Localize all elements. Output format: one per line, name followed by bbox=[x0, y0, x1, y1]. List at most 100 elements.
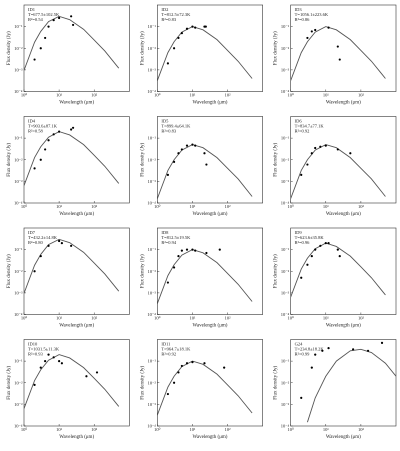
x-axis-label: Wavelength (μm) bbox=[193, 101, 228, 106]
x-tick-label: 10⁰ bbox=[154, 93, 161, 98]
data-point bbox=[177, 255, 180, 258]
x-axis-label: Wavelength (μm) bbox=[193, 435, 228, 440]
x-tick-label: 10² bbox=[91, 204, 98, 209]
data-point bbox=[166, 173, 170, 176]
data-point bbox=[172, 381, 176, 384]
data-point bbox=[300, 396, 303, 399]
x-tick-label: 10¹ bbox=[190, 427, 197, 432]
plot-data bbox=[290, 242, 386, 298]
x-axis-label: Wavelength (μm) bbox=[326, 101, 361, 106]
y-axis-label: Flux density (Jy) bbox=[140, 254, 145, 288]
y-axis-label: Flux density (Jy) bbox=[140, 365, 145, 399]
data-point bbox=[194, 144, 197, 147]
data-point bbox=[177, 152, 180, 155]
y-tick-label: 10⁻¹ bbox=[14, 136, 23, 141]
data-point bbox=[33, 270, 36, 273]
data-point bbox=[52, 133, 55, 136]
y-tick-label: 10⁻³ bbox=[148, 402, 157, 407]
x-tick-label: 10⁰ bbox=[154, 427, 161, 432]
data-point bbox=[58, 130, 61, 133]
x-tick-label: 10⁰ bbox=[154, 316, 161, 321]
plot-data bbox=[24, 353, 120, 409]
y-tick-label: 10⁻³ bbox=[14, 179, 23, 184]
x-tick-label: 10⁰ bbox=[21, 316, 28, 321]
x-tick-label: 10¹ bbox=[56, 316, 63, 321]
y-tick-label: 10⁻¹ bbox=[281, 247, 290, 252]
panel: 10⁰ 10¹ 10² 10⁻⁴ 10⁻³ 10⁻² 10⁻¹ Wavelength (μm)… bbox=[7, 339, 130, 440]
plot-data bbox=[290, 144, 386, 199]
panel-title: ID8 bbox=[161, 230, 169, 235]
data-point bbox=[338, 255, 341, 258]
x-tick-label: 10² bbox=[225, 316, 232, 321]
y-tick-label: 10⁻⁴ bbox=[147, 89, 156, 94]
panel-title: ID4 bbox=[28, 119, 36, 124]
x-tick-label: 10¹ bbox=[323, 427, 330, 432]
y-tick-label: 10⁻³ bbox=[148, 179, 157, 184]
y-tick-label: 10⁻⁴ bbox=[281, 424, 290, 429]
fit-curve bbox=[24, 15, 120, 71]
panel: 10⁰ 10¹ 10² 10⁻⁴ 10⁻³ 10⁻² 10⁻¹ Wavelength (μm)… bbox=[140, 116, 263, 217]
data-point bbox=[327, 242, 330, 245]
data-point bbox=[324, 144, 327, 147]
x-axis-label: Wavelength (μm) bbox=[59, 435, 94, 440]
y-tick-label: 10⁻¹ bbox=[148, 359, 157, 364]
y-tick-label: 10⁻¹ bbox=[148, 136, 157, 141]
fit-curve bbox=[24, 354, 120, 409]
y-axis-label: Flux density (Jy) bbox=[274, 365, 279, 399]
y-axis-label: Flux density (Jy) bbox=[7, 31, 12, 65]
x-tick-label: 10⁰ bbox=[288, 93, 295, 98]
y-tick-label: 10⁻² bbox=[148, 269, 157, 274]
y-tick-label: 10⁻¹ bbox=[281, 136, 290, 141]
x-tick-label: 10¹ bbox=[56, 204, 63, 209]
y-axis-label: Flux density (Jy) bbox=[7, 254, 12, 288]
x-tick-label: 10¹ bbox=[190, 316, 197, 321]
panel-temperature: T=234.8±18.2K bbox=[295, 347, 325, 352]
y-tick-label: 10⁻⁴ bbox=[281, 201, 290, 206]
y-tick-label: 10⁻¹ bbox=[14, 24, 23, 29]
panel: 10⁰ 10¹ 10² 10⁻⁴ 10⁻³ 10⁻² 10⁻¹ Wavelength (μm)… bbox=[7, 227, 130, 329]
data-point bbox=[172, 160, 176, 163]
panel-r2: R²=0.83 bbox=[161, 17, 177, 22]
y-tick-label: 10⁻⁴ bbox=[147, 312, 156, 317]
y-axis-label: Flux density (Jy) bbox=[140, 142, 145, 176]
data-point bbox=[310, 366, 313, 369]
data-point bbox=[194, 26, 197, 29]
y-tick-label: 10⁻⁴ bbox=[14, 312, 23, 317]
data-point bbox=[47, 244, 50, 247]
panel-temperature: T=964.7±18.1K bbox=[161, 347, 191, 352]
panel-temperature: T=1056.1±223.6K bbox=[295, 12, 329, 17]
x-tick-label: 10¹ bbox=[56, 93, 63, 98]
y-tick-label: 10⁻¹ bbox=[281, 24, 290, 29]
fit-curve bbox=[290, 242, 386, 298]
data-point bbox=[336, 148, 339, 151]
data-point bbox=[95, 371, 99, 374]
data-point bbox=[319, 145, 322, 148]
y-tick-label: 10⁻² bbox=[14, 46, 23, 51]
data-point bbox=[39, 47, 42, 50]
data-point bbox=[336, 248, 339, 251]
y-axis-label: Flux density (Jy) bbox=[140, 31, 145, 65]
plot-data bbox=[290, 26, 386, 81]
data-point bbox=[58, 360, 61, 363]
data-point bbox=[191, 361, 194, 364]
panel-title: ID3 bbox=[295, 7, 303, 12]
data-point bbox=[58, 16, 61, 20]
plot-data bbox=[157, 143, 253, 199]
plot-data bbox=[157, 248, 253, 304]
y-tick-label: 10⁻⁴ bbox=[14, 424, 23, 429]
panel-temperature: T=1031.5±11.3K bbox=[28, 347, 60, 352]
panel-r2: R²=0.86 bbox=[295, 17, 311, 22]
data-point bbox=[39, 158, 42, 161]
x-axis-label: Wavelength (μm) bbox=[326, 324, 361, 329]
panel-r2: R²=0.94 bbox=[161, 240, 177, 245]
x-axis-label: Wavelength (μm) bbox=[193, 324, 228, 329]
x-tick-label: 10¹ bbox=[190, 93, 197, 98]
panel-r2: R²=0.80 bbox=[28, 240, 44, 245]
y-tick-label: 10⁻² bbox=[281, 157, 290, 162]
y-tick-label: 10⁻³ bbox=[14, 67, 23, 72]
x-tick-label: 10² bbox=[358, 427, 365, 432]
data-point bbox=[85, 375, 88, 378]
panel-temperature: T=677.5±102.5K bbox=[28, 12, 60, 17]
y-tick-label: 10⁻⁴ bbox=[14, 201, 23, 206]
y-tick-label: 10⁻¹ bbox=[14, 247, 23, 252]
